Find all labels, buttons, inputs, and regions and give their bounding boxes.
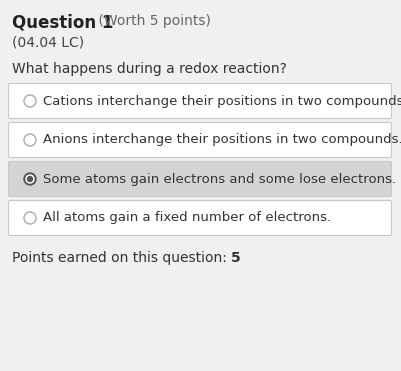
Circle shape xyxy=(26,175,34,183)
Text: Anions interchange their positions in two compounds.: Anions interchange their positions in tw… xyxy=(43,134,401,147)
FancyBboxPatch shape xyxy=(8,122,391,158)
Text: 5: 5 xyxy=(231,251,241,265)
Text: Question 1: Question 1 xyxy=(12,14,113,32)
Text: Some atoms gain electrons and some lose electrons.: Some atoms gain electrons and some lose … xyxy=(43,173,395,186)
FancyBboxPatch shape xyxy=(8,161,391,197)
Circle shape xyxy=(27,177,32,181)
FancyBboxPatch shape xyxy=(8,200,391,236)
FancyBboxPatch shape xyxy=(8,83,391,118)
Text: What happens during a redox reaction?: What happens during a redox reaction? xyxy=(12,62,286,76)
Text: (Worth 5 points): (Worth 5 points) xyxy=(94,14,211,28)
Text: Cations interchange their positions in two compounds.: Cations interchange their positions in t… xyxy=(43,95,401,108)
Text: All atoms gain a fixed number of electrons.: All atoms gain a fixed number of electro… xyxy=(43,211,330,224)
Circle shape xyxy=(24,173,36,185)
Text: Points earned on this question:: Points earned on this question: xyxy=(12,251,231,265)
Text: (04.04 LC): (04.04 LC) xyxy=(12,36,84,50)
